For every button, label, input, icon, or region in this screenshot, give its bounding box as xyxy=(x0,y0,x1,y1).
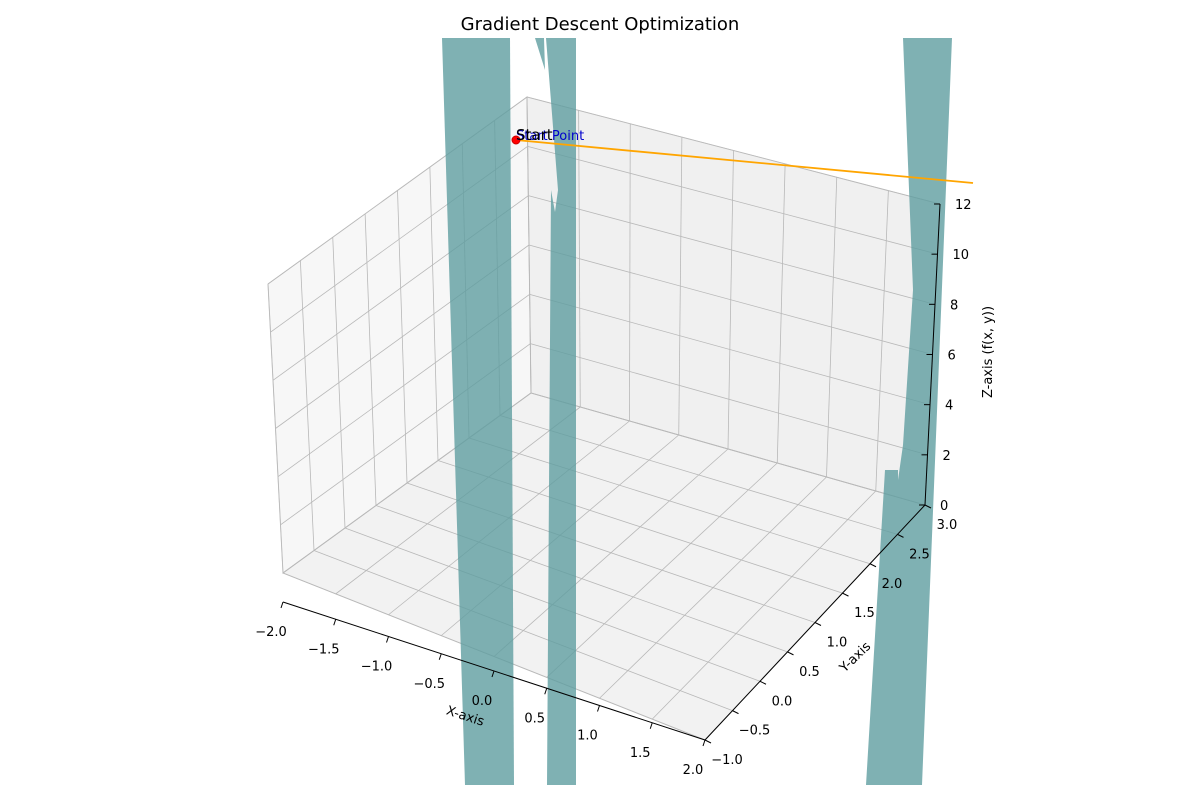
x-tick-mark xyxy=(386,636,389,643)
y-tick-label: 0.0 xyxy=(772,694,793,709)
y-tick-mark xyxy=(704,739,712,744)
y-tick-label: 1.5 xyxy=(854,606,875,621)
grid-line-back-horizontal xyxy=(528,244,933,355)
grid-line-floor-y xyxy=(313,550,733,711)
x-tick-label: 0.5 xyxy=(524,711,545,726)
x-tick-label: 0.0 xyxy=(472,694,493,709)
start-point-marker xyxy=(511,135,521,145)
x-tick-mark xyxy=(702,739,706,747)
x-tick-label: 1.5 xyxy=(630,746,651,761)
grid-line-back-horizontal xyxy=(530,343,928,456)
y-tick-label: 2.0 xyxy=(882,577,903,592)
grid-line-floor-y xyxy=(468,437,871,565)
y-tick-label: 1.0 xyxy=(827,636,848,651)
grid-line-back-horizontal xyxy=(528,195,936,305)
chart-title: Gradient Descent Optimization xyxy=(461,14,740,35)
z-tick-label: 12 xyxy=(955,198,972,213)
surface-band-left xyxy=(442,38,514,785)
z-tick-label: 10 xyxy=(953,248,970,263)
grid-line-back-horizontal xyxy=(526,96,941,205)
descent-path xyxy=(515,139,974,184)
y-tick-mark xyxy=(924,504,932,509)
x-tick-label: 1.0 xyxy=(577,729,598,744)
x-tick-label: 2.0 xyxy=(683,763,704,778)
x-tick-mark xyxy=(491,670,495,678)
y-tick-mark xyxy=(869,563,877,568)
z-axis: 0 2 4 6 8 10 12 Z-axis (f(x, y)) xyxy=(919,198,996,514)
y-tick-mark xyxy=(732,710,739,715)
z-tick-label: 4 xyxy=(945,399,953,414)
start-point-label: Start Point xyxy=(516,129,584,144)
y-tick-label: 2.5 xyxy=(909,547,930,562)
x-tick-mark xyxy=(597,705,600,712)
x-tick-label: −2.0 xyxy=(255,625,287,640)
y-tick-label: 3.0 xyxy=(937,518,958,533)
y-tick-mark xyxy=(787,651,794,656)
grid-line-floor-y xyxy=(375,505,788,653)
x-tick-label: −1.5 xyxy=(308,642,340,657)
grid-line-back-horizontal xyxy=(529,293,931,406)
grid-line-back-horizontal xyxy=(527,145,938,255)
surface xyxy=(442,38,952,785)
y-tick-mark xyxy=(814,622,822,626)
y-tick-mark xyxy=(897,533,904,538)
z-tick-label: 8 xyxy=(950,298,958,313)
y-tick-label: −1.0 xyxy=(711,753,743,768)
x-tick-label: −0.5 xyxy=(413,677,445,692)
z-tick-label: 0 xyxy=(940,499,948,514)
y-tick-mark xyxy=(842,592,849,597)
x-tick-mark xyxy=(649,722,653,729)
x-tick-mark xyxy=(544,688,548,695)
grid-line-back-horizontal xyxy=(530,392,926,506)
x-tick-mark xyxy=(280,601,284,609)
z-axis-label: Z-axis (f(x, y)) xyxy=(981,306,996,398)
y-tick-label: 0.5 xyxy=(799,665,820,680)
z-tick-label: 2 xyxy=(943,449,951,464)
y-tick-mark xyxy=(759,680,767,685)
x-tick-mark xyxy=(438,653,442,660)
surface-band-middle xyxy=(535,38,576,785)
surface-band-right xyxy=(866,38,952,785)
z-tick-label: 6 xyxy=(948,349,956,364)
x-tick-label: −1.0 xyxy=(361,660,393,675)
start-annotation: Start xyxy=(516,126,553,144)
x-tick-mark xyxy=(333,619,337,626)
y-tick-label: −0.5 xyxy=(739,724,771,739)
y-axis: −1.0−0.50.00.51.01.52.02.53.0 Y-axis xyxy=(704,504,958,768)
